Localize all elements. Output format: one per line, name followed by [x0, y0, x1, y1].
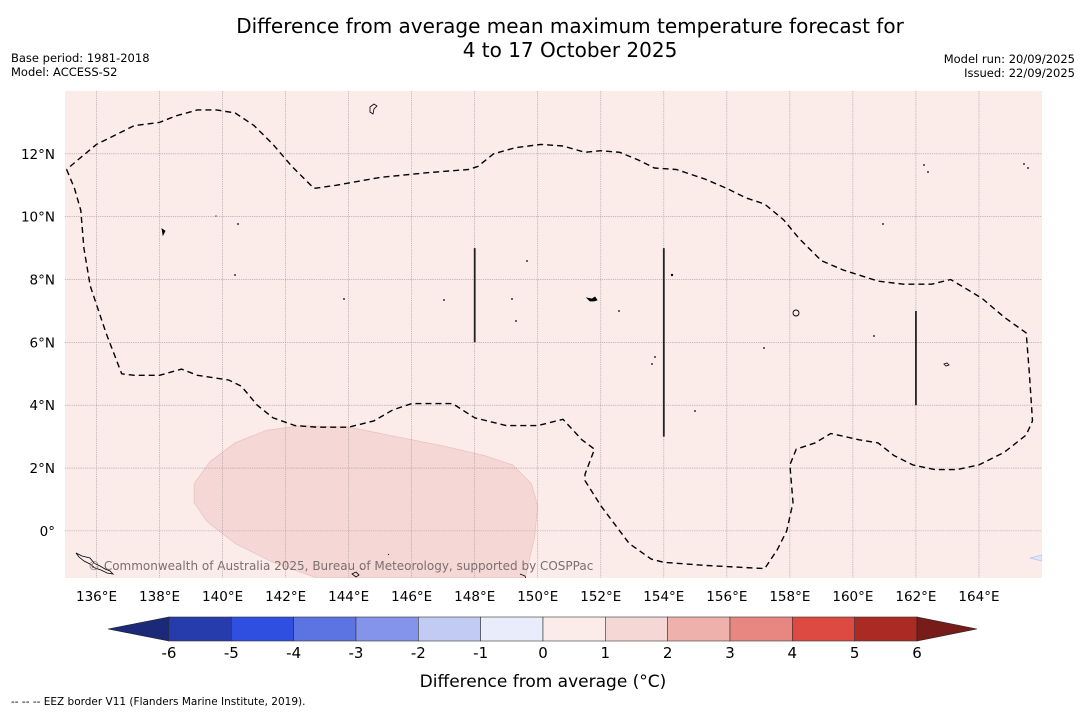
colorbar-tick-label: 5 [850, 644, 860, 662]
anomaly-region-1-to-2 [193, 425, 539, 578]
island-outline [943, 362, 950, 367]
y-tick-label: 8°N [30, 273, 55, 289]
island-outline [75, 552, 115, 575]
y-axis-ticks: 0° 2°N 4°N 6°N 8°N 10°N 12°N [21, 147, 55, 540]
colorbar-bin [418, 616, 481, 642]
x-tick-label: 164°E [958, 589, 999, 605]
x-tick-label: 156°E [706, 589, 747, 605]
base-period: Base period: 1981-2018 [11, 51, 150, 65]
colorbar-extend-high [916, 616, 978, 642]
island-outline [369, 103, 378, 115]
x-tick-label: 162°E [895, 589, 936, 605]
x-tick-label: 136°E [76, 589, 117, 605]
colorbar-tick-label: 3 [725, 644, 735, 662]
run-info: Model run: 20/09/2025 Issued: 22/09/2025 [944, 52, 1075, 80]
colorbar-tick-label: 6 [912, 644, 922, 662]
colorbar-bin [605, 616, 668, 642]
anomaly-regions [193, 425, 539, 578]
island-outline [161, 228, 166, 237]
colorbar-bin [792, 616, 855, 642]
colorbar-bin [355, 616, 419, 642]
title-line-1: Difference from average mean maximum tem… [236, 14, 904, 38]
colorbar-tick-label: -1 [473, 644, 488, 662]
colorbar-tick-label: 0 [538, 644, 548, 662]
x-tick-label: 152°E [580, 589, 621, 605]
eez-legend-note: -- -- -- EEZ border V11 (Flanders Marine… [11, 696, 306, 708]
y-tick-label: 6°N [30, 335, 55, 351]
x-tick-label: 140°E [202, 589, 243, 605]
colorbar-bin [729, 616, 793, 642]
colorbar-label: Difference from average (°C) [420, 672, 667, 692]
x-tick-label: 158°E [769, 589, 810, 605]
issued-date: Issued: 22/09/2025 [964, 66, 1075, 80]
y-tick-label: 12°N [21, 147, 55, 163]
graticule [65, 91, 1042, 578]
copyright-notice: © Commonwealth of Australia 2025, Bureau… [88, 559, 593, 573]
colorbar-tick-label: 2 [663, 644, 673, 662]
colorbar-tick-label: -5 [224, 644, 239, 662]
y-tick-label: 0° [40, 524, 55, 540]
chart-title: Difference from average mean maximum tem… [0, 14, 1085, 62]
colorbar-bin [854, 616, 918, 642]
x-tick-label: 160°E [832, 589, 873, 605]
x-tick-label: 144°E [328, 589, 369, 605]
colorbar-tick-label: -4 [286, 644, 301, 662]
colorbar-bin [667, 616, 731, 642]
colorbar-bin [293, 616, 357, 642]
x-tick-label: 154°E [643, 589, 684, 605]
y-tick-label: 4°N [30, 398, 55, 414]
colorbar-tick-label: -3 [349, 644, 364, 662]
model-info: Base period: 1981-2018 Model: ACCESS-S2 [11, 51, 150, 79]
island-outline [351, 553, 527, 578]
eez-border-line [65, 109, 1034, 570]
x-tick-label: 146°E [391, 589, 432, 605]
small-atolls [215, 163, 1029, 412]
colorbar-bin [542, 616, 606, 642]
colorbar-tick-label: 4 [788, 644, 798, 662]
colorbar: -6 -5 -4 -3 -2 -1 0 1 2 3 4 5 6 [107, 616, 978, 662]
x-tick-label: 138°E [139, 589, 180, 605]
colorbar-tick-label: -6 [162, 644, 177, 662]
y-tick-label: 2°N [30, 461, 55, 477]
colorbar-tick-label: 1 [601, 644, 611, 662]
x-axis-ticks: 136°E 138°E 140°E 142°E 144°E 146°E 148°E 150°E… [76, 589, 1000, 605]
island-outlines [75, 103, 1042, 578]
model-run-date: Model run: 20/09/2025 [943, 52, 1075, 66]
eez-boundaries [65, 109, 1034, 570]
x-tick-label: 148°E [454, 589, 495, 605]
x-tick-label: 142°E [265, 589, 306, 605]
island-outline [792, 309, 800, 317]
colorbar-tick-label: -2 [411, 644, 426, 662]
boundary-lines [473, 248, 917, 437]
model-name: Model: ACCESS-S2 [11, 65, 118, 79]
title-line-2: 4 to 17 October 2025 [462, 38, 678, 62]
colorbar-bin [231, 616, 294, 642]
colorbar-extend-low [107, 616, 170, 642]
colorbar-bin [480, 616, 544, 642]
colorbar-bin [168, 616, 232, 642]
x-tick-label: 150°E [517, 589, 558, 605]
y-tick-label: 10°N [21, 210, 55, 226]
island-outline [585, 296, 598, 302]
island-outline [1029, 554, 1042, 562]
